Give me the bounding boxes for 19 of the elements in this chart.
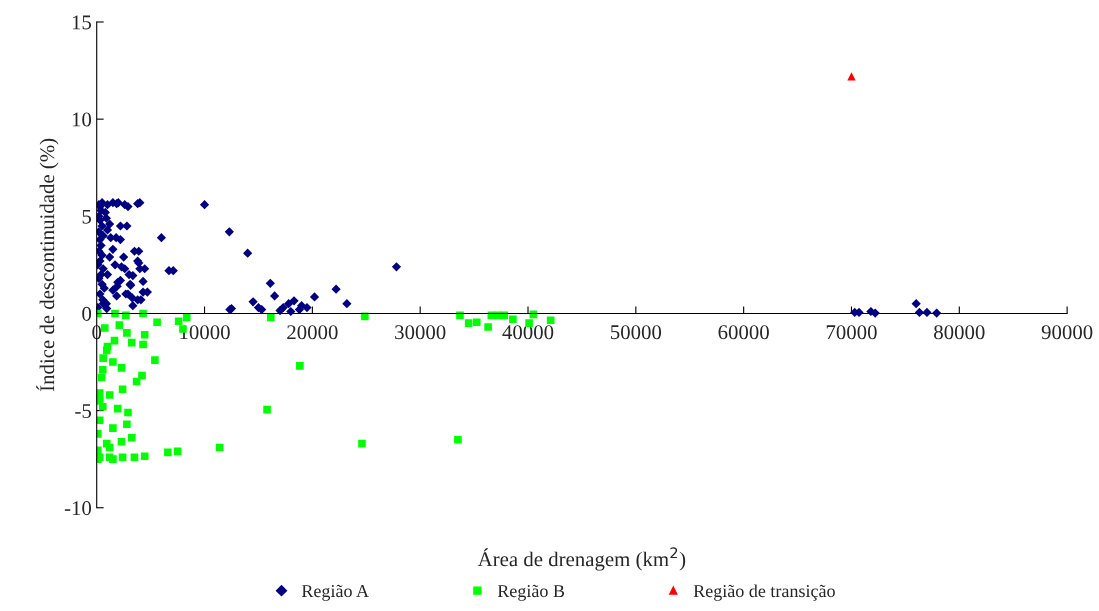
x-tick-label: 40000	[502, 325, 554, 340]
x-axis-title: Área de drenagem (km$^{2}$)	[477, 547, 686, 571]
y-tick-label: 0	[82, 306, 92, 321]
x-tick-label: 20000	[287, 325, 338, 340]
legend-label: Região A	[301, 584, 369, 601]
x-tick-label: 50000	[611, 325, 662, 340]
y-tick-label: -10	[64, 501, 92, 516]
legend-label: Região de transição	[693, 584, 835, 601]
y-tick-label: 10	[72, 112, 92, 127]
x-tick-label: 80000	[934, 325, 985, 340]
y-axis-title: Índice de descontinuidade (%)	[36, 138, 59, 392]
x-tick-label: 30000	[395, 325, 446, 340]
x-tick-label: 90000	[1041, 325, 1093, 340]
x-tick-label: 60000	[718, 325, 769, 340]
y-tick-label: 15	[72, 15, 92, 30]
x-tick-label: 70000	[826, 325, 877, 340]
legend-label: Região B	[497, 584, 565, 601]
y-tick-label: 5	[82, 209, 92, 224]
y-tick-label: -5	[75, 404, 92, 419]
